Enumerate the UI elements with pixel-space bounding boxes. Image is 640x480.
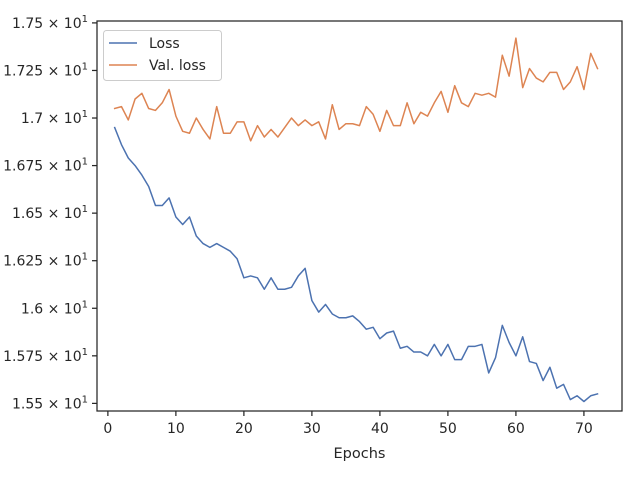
y-tick-label: 1.55 × 101 xyxy=(12,394,88,412)
legend-label: Val. loss xyxy=(149,58,206,74)
y-tick-label: 1.75 × 101 xyxy=(12,14,88,32)
y-tick-label: 1.7 × 101 xyxy=(21,109,88,127)
x-axis: 0 10 20 30 40 50 60 70 xyxy=(103,411,593,437)
y-tick-label: 1.6 × 101 xyxy=(21,299,88,317)
y-axis: 1.55 × 101 1.575 × 101 1.6 × 101 1.625 × 10… xyxy=(3,14,97,412)
x-axis-label: Epochs xyxy=(334,446,386,462)
series-lines xyxy=(113,37,599,403)
y-tick-label: 1.575 × 101 xyxy=(3,347,88,365)
x-tick-label: 40 xyxy=(371,421,389,437)
y-tick-label: 1.625 × 101 xyxy=(3,252,88,270)
x-tick-label: 20 xyxy=(235,421,253,437)
legend-label: Loss xyxy=(149,36,180,52)
plot-frame xyxy=(96,20,623,412)
series-line-val-loss xyxy=(113,37,599,142)
x-tick-label: 50 xyxy=(439,421,457,437)
x-tick-label: 70 xyxy=(575,421,593,437)
y-tick-label: 1.725 × 101 xyxy=(3,61,88,79)
y-tick-label: 1.65 × 101 xyxy=(12,204,88,222)
y-tick-label: 1.675 × 101 xyxy=(3,157,88,175)
x-tick-label: 10 xyxy=(167,421,185,437)
x-tick-label: 0 xyxy=(103,421,112,437)
legend: Loss Val. loss xyxy=(103,30,222,81)
x-tick-label: 60 xyxy=(507,421,525,437)
plot-background xyxy=(97,21,622,411)
x-tick-label: 30 xyxy=(303,421,321,437)
series-line-loss xyxy=(113,126,599,403)
